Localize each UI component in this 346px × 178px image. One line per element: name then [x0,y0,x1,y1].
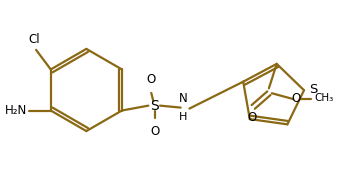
Text: S: S [150,99,158,113]
Text: O: O [292,92,301,105]
Text: CH₃: CH₃ [315,93,334,103]
Text: H: H [179,111,188,122]
Text: Cl: Cl [28,33,40,46]
Text: S: S [309,83,317,96]
Text: O: O [147,73,156,86]
Text: N: N [179,92,188,105]
Text: O: O [248,111,257,124]
Text: O: O [151,125,160,138]
Text: H₂N: H₂N [5,104,27,117]
